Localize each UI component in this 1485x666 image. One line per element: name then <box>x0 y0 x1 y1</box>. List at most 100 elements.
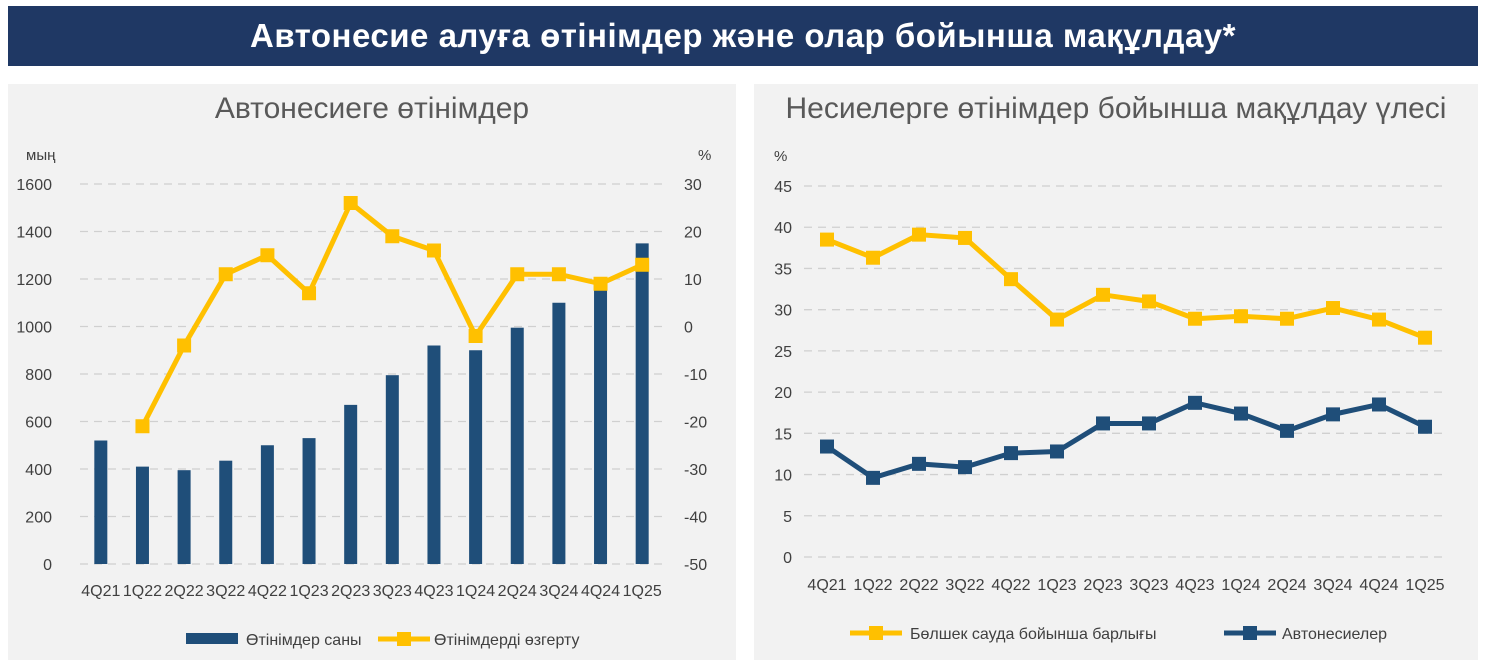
auto-loans-series-point <box>1372 397 1386 412</box>
change-series-point <box>593 276 608 291</box>
bar <box>510 327 524 564</box>
auto-loans-series-point <box>1326 407 1340 422</box>
bar <box>177 470 191 564</box>
x-tick-label: 4Q24 <box>581 583 620 600</box>
x-tick-label: 2Q22 <box>165 583 204 600</box>
auto-loans-series-point <box>1142 416 1156 431</box>
legend-swatch-auto-marker <box>1243 626 1257 640</box>
bar <box>219 460 233 564</box>
auto-loans-series-point <box>1418 419 1432 434</box>
y-tick-label: 600 <box>25 415 52 432</box>
y2-axis-unit: % <box>698 147 711 164</box>
legend-swatch-retail-marker <box>869 626 883 640</box>
y2-tick-label: -10 <box>684 367 707 384</box>
legend-label-retail: Бөлшек сауда бойынша барлығы <box>910 626 1157 643</box>
x-tick-label: 4Q24 <box>1359 577 1398 594</box>
y-tick-label: 400 <box>25 462 52 479</box>
legend-label-change: Өтінімдерді өзгерту <box>434 632 580 649</box>
x-tick-label: 4Q22 <box>991 577 1030 594</box>
bar <box>594 286 608 564</box>
x-tick-label: 4Q21 <box>807 577 846 594</box>
y-tick-label: 30 <box>774 303 792 320</box>
retail-total-series-point <box>912 227 926 242</box>
y-tick-label: 35 <box>774 261 792 278</box>
x-tick-label: 3Q24 <box>1313 577 1352 594</box>
x-tick-label: 1Q24 <box>1221 577 1260 594</box>
change-series-point <box>135 419 150 434</box>
x-tick-label: 1Q22 <box>123 583 162 600</box>
change-series-point <box>177 338 192 353</box>
x-tick-label: 2Q24 <box>1267 577 1306 594</box>
approval-share-chart: 45 40 35 30 25 20 15 10 5 0% 4Q21 1Q22 2Q22 3Q22 4Q22 1… <box>774 148 1448 643</box>
bar <box>385 375 399 564</box>
change-series-point <box>343 196 358 210</box>
y-tick-label: 1000 <box>16 320 52 337</box>
change-series-point <box>510 267 525 282</box>
y-tick-label: 15 <box>774 426 792 443</box>
x-tick-label: 2Q24 <box>498 583 537 600</box>
y-tick-label: 800 <box>25 367 52 384</box>
change-series-point <box>468 329 483 343</box>
y-tick-label: 45 <box>774 179 792 196</box>
x-tick-label: 4Q23 <box>414 583 453 600</box>
approval-share-chart-panel: Несиелерге өтінімдер бойынша мақұлдау үл… <box>754 84 1478 660</box>
x-tick-label: 1Q25 <box>623 583 662 600</box>
retail-total-series-point <box>1004 272 1018 287</box>
auto-loans-series-point <box>1234 406 1248 421</box>
change-series-point <box>385 229 400 244</box>
auto-loans-series-point <box>1004 446 1018 461</box>
x-tick-label: 3Q22 <box>945 577 984 594</box>
applications-chart-panel: Автонесиеге өтінімдер 1600 1400 1200 1000 80… <box>8 84 736 660</box>
auto-loans-series-line <box>825 400 1427 481</box>
change-series-point <box>635 257 650 272</box>
retail-total-series-point <box>1280 311 1294 326</box>
auto-loans-series-point <box>1280 423 1294 438</box>
x-tick-label: 4Q23 <box>1175 577 1214 594</box>
change-series-point <box>426 243 441 258</box>
bar <box>94 440 108 564</box>
auto-loans-series-point <box>1188 395 1202 410</box>
retail-total-series-point <box>1050 312 1064 327</box>
x-tick-label: 1Q23 <box>1037 577 1076 594</box>
legend-swatch-bars <box>186 633 238 644</box>
y-tick-label: 1600 <box>16 177 52 194</box>
x-tick-label: 1Q22 <box>853 577 892 594</box>
bar <box>135 466 149 564</box>
applications-chart: 1600 1400 1200 1000 800 600 400 200 0 30 20 10 0 -10 -… <box>16 147 711 649</box>
applications-chart-title: Автонесиеге өтінімдер <box>214 92 530 125</box>
y-tick-label: 1200 <box>16 272 52 289</box>
retail-total-series-point <box>1096 287 1110 302</box>
legend-label-auto: Автонесиелер <box>1282 626 1387 643</box>
x-tick-label: 2Q23 <box>331 583 370 600</box>
x-tick-label: 3Q23 <box>1129 577 1168 594</box>
y2-tick-label: -40 <box>684 510 707 527</box>
legend-swatch-marker <box>397 632 411 646</box>
y2-tick-label: 20 <box>684 225 702 242</box>
x-tick-label: 4Q22 <box>248 583 287 600</box>
auto-loans-series-point <box>820 439 834 454</box>
y-axis-unit: % <box>774 148 787 165</box>
y2-tick-label: -30 <box>684 462 707 479</box>
x-tick-label: 1Q23 <box>289 583 328 600</box>
retail-total-series-point <box>820 232 834 247</box>
y-tick-label: 25 <box>774 344 792 361</box>
retail-total-series-point <box>1142 294 1156 309</box>
retail-total-series-point <box>1418 330 1432 345</box>
y-tick-label: 1400 <box>16 225 52 242</box>
retail-total-series-point <box>866 250 880 265</box>
y-tick-label: 20 <box>774 385 792 402</box>
bar <box>427 345 441 564</box>
x-tick-label: 3Q23 <box>373 583 412 600</box>
auto-loans-series-point <box>1050 444 1064 459</box>
x-tick-label: 3Q22 <box>206 583 245 600</box>
legend-label-applications: Өтінімдер саны <box>246 632 362 649</box>
y-tick-label: 0 <box>43 557 52 574</box>
y2-tick-label: 0 <box>684 320 693 337</box>
bar <box>635 243 649 564</box>
change-series-point <box>218 267 233 282</box>
retail-total-series-point <box>1234 309 1248 324</box>
y2-tick-label: 30 <box>684 177 702 194</box>
retail-total-series-point <box>1372 312 1386 327</box>
change-series-point <box>551 267 566 282</box>
y-tick-label: 0 <box>783 550 792 567</box>
